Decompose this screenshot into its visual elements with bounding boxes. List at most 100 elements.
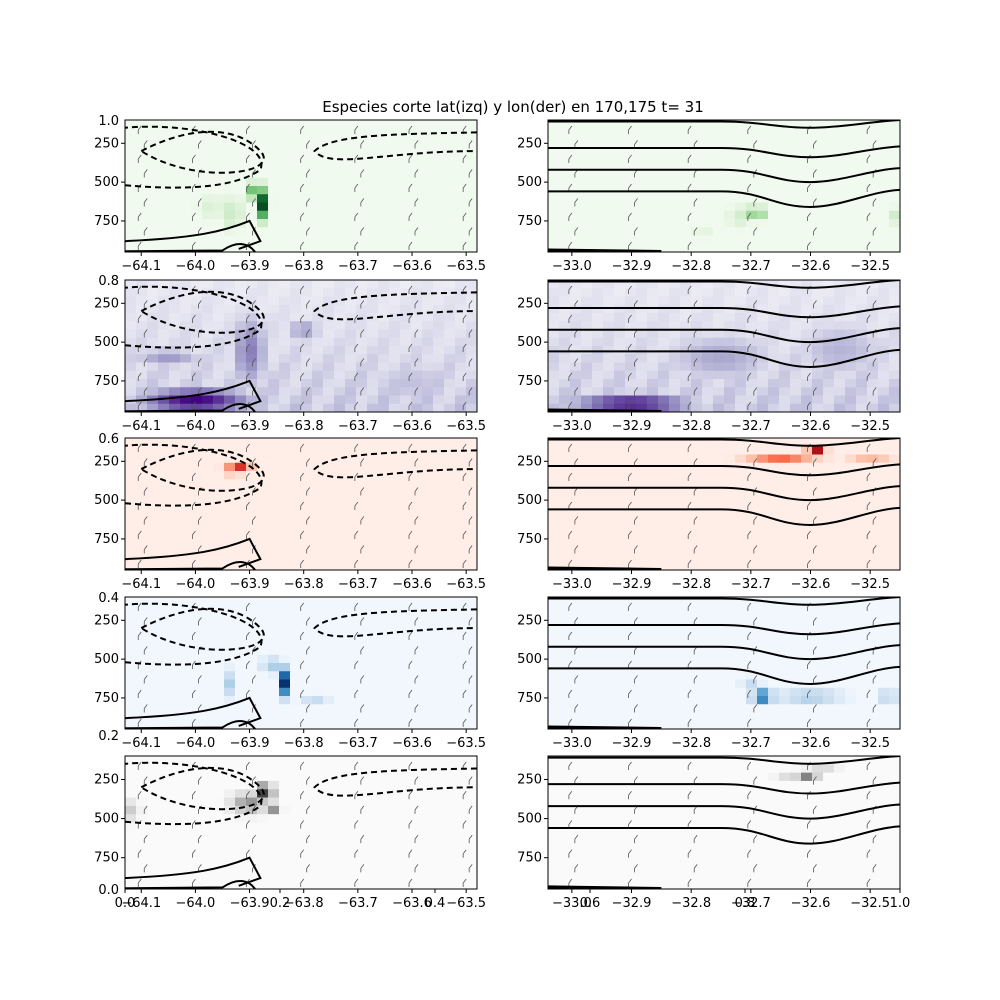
heat-cell xyxy=(570,235,582,245)
heat-cell xyxy=(345,495,357,505)
heat-cell xyxy=(680,280,692,289)
heat-cell xyxy=(356,772,368,782)
wind-barb xyxy=(866,401,871,410)
heat-cell xyxy=(834,354,846,364)
x-tick-label: −32.6 xyxy=(791,419,831,434)
heat-cell xyxy=(559,504,571,513)
heat-cell xyxy=(845,304,857,314)
heat-cell xyxy=(812,528,824,538)
heat-cell xyxy=(647,120,659,129)
heat-cell xyxy=(356,346,368,355)
heat-cell xyxy=(466,704,477,714)
heat-cell xyxy=(625,161,637,171)
heat-cell xyxy=(801,346,813,355)
heat-cell xyxy=(268,346,280,355)
wind-barb xyxy=(192,472,196,481)
heat-cell xyxy=(191,186,203,195)
heat-cell xyxy=(647,346,659,355)
heat-cell xyxy=(823,553,835,563)
heat-cell xyxy=(625,654,637,664)
heat-cell xyxy=(625,438,637,447)
heat-cell xyxy=(867,370,879,380)
heat-cell xyxy=(548,712,560,722)
heat-cell xyxy=(779,177,791,187)
heat-cell xyxy=(724,370,736,380)
heat-cell xyxy=(224,186,236,195)
heat-cell xyxy=(191,280,203,289)
heat-cell xyxy=(669,630,681,639)
heat-cell xyxy=(147,321,159,331)
heat-cell xyxy=(658,144,670,154)
heat-cell xyxy=(724,177,736,187)
heat-cell xyxy=(548,227,560,237)
heat-cell xyxy=(455,756,467,765)
wind-barb xyxy=(574,387,579,396)
heat-cell xyxy=(147,654,159,664)
heat-cell xyxy=(592,186,604,195)
heat-cell xyxy=(301,613,313,623)
heat-cell xyxy=(257,462,269,472)
heat-cell xyxy=(224,395,236,405)
heat-cell xyxy=(658,186,670,195)
heat-cell xyxy=(636,597,648,606)
heat-cell xyxy=(268,387,280,397)
heat-cell xyxy=(856,321,868,331)
heat-cell xyxy=(125,462,137,472)
heat-cell xyxy=(235,177,247,187)
heat-cell xyxy=(724,354,736,364)
heat-cell xyxy=(378,561,390,570)
heat-cell xyxy=(411,471,423,480)
wind-barb xyxy=(687,241,692,250)
heat-cell xyxy=(367,537,379,546)
wind-barb xyxy=(300,559,305,568)
heat-cell xyxy=(702,144,714,154)
heat-cell xyxy=(191,545,203,555)
heat-cell xyxy=(823,169,835,179)
heat-cell xyxy=(345,528,357,538)
heat-cell xyxy=(279,346,291,355)
heat-cell xyxy=(334,646,346,656)
heat-cell xyxy=(735,654,747,664)
heat-cell xyxy=(455,553,467,563)
heat-cell xyxy=(389,227,401,237)
heat-cell xyxy=(213,756,225,765)
heat-cell xyxy=(680,605,692,615)
heat-cell xyxy=(702,296,714,306)
heat-cell xyxy=(455,454,467,464)
heat-cell xyxy=(180,235,192,245)
heat-cell xyxy=(367,704,379,714)
heat-cell xyxy=(213,797,225,807)
heat-cell xyxy=(191,362,203,372)
heat-cell xyxy=(444,438,456,447)
heat-cell xyxy=(581,288,593,298)
heat-cell xyxy=(878,613,890,623)
wind-barb xyxy=(360,140,365,149)
heat-cell xyxy=(724,169,736,179)
heat-cell xyxy=(724,613,736,623)
heat-cell xyxy=(213,296,225,306)
heat-cell xyxy=(669,120,681,129)
heat-cell xyxy=(191,202,203,212)
heat-cell xyxy=(345,202,357,212)
heat-cell xyxy=(213,561,225,570)
heat-cell xyxy=(422,235,434,245)
heat-cell xyxy=(548,553,560,563)
heat-cell xyxy=(559,446,571,456)
heat-cell xyxy=(411,243,423,252)
heat-cell xyxy=(889,605,900,615)
heat-cell xyxy=(559,370,571,380)
heat-cell xyxy=(757,153,769,162)
heat-cell xyxy=(279,646,291,656)
heat-cell xyxy=(614,512,626,522)
heat-cell xyxy=(433,329,445,339)
heat-cell xyxy=(548,128,560,138)
heat-cell xyxy=(136,243,148,252)
wind-barb xyxy=(246,443,250,452)
heat-cell xyxy=(433,219,445,228)
heat-cell xyxy=(136,479,148,489)
wind-barb xyxy=(866,314,871,323)
heat-cell xyxy=(680,354,692,364)
wind-barb xyxy=(143,487,148,496)
heat-cell xyxy=(823,202,835,212)
heat-cell xyxy=(790,321,802,331)
